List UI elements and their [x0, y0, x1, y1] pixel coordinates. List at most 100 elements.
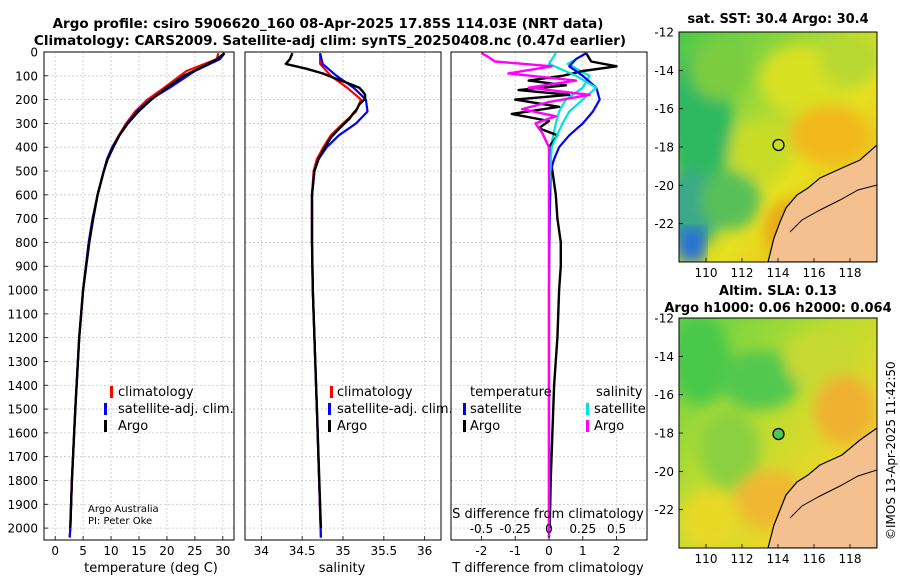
legend-swatch-satellite [328, 403, 331, 415]
series-line-argo [284, 52, 367, 529]
legend-label-climatology: climatology [337, 385, 413, 400]
x-tick-label: 25 [187, 544, 202, 558]
map-y-tick-label: -20 [654, 179, 674, 193]
y-tick-label: 1200 [7, 331, 38, 345]
legend-swatch-t-satellite [463, 403, 466, 415]
map-y-tick-label: -14 [654, 350, 674, 364]
map-x-tick-label: 118 [839, 266, 862, 280]
secondary-x-tick-label: 0 [545, 522, 553, 536]
series-group [284, 52, 369, 538]
series-line-satellite-adj-clim- [68, 52, 226, 538]
x-tick-label: 20 [159, 544, 174, 558]
secondary-x-tick-label: 0.25 [569, 522, 596, 536]
x-tick-label: 15 [131, 544, 146, 558]
map-y-tick-label: -18 [654, 141, 674, 155]
map-y-tick-label: -16 [654, 388, 674, 402]
map-x-tick-label: 112 [731, 552, 754, 566]
legend-swatch-argo [104, 420, 107, 432]
series-line-s-argo [480, 52, 591, 538]
y-tick-label: 100 [15, 69, 38, 83]
legend-swatch-s-satellite [586, 403, 589, 415]
map-x-tick-label: 116 [803, 552, 826, 566]
series-group [480, 52, 618, 538]
legend-label-t-argo: Argo [470, 419, 500, 434]
sla-map-axes: 110 112 114 116 118 -12 -14 -16 -18 -20 -22 [654, 312, 861, 567]
legend-label-argo: Argo [118, 419, 148, 434]
legend-title-salinity: salinity [596, 385, 643, 400]
legend-swatch-climatology [110, 386, 113, 398]
series-line-t-satellite-adj [547, 52, 601, 538]
x-axis-label: temperature (deg C) [84, 561, 218, 576]
map-y-tick-label: -12 [654, 26, 674, 40]
temperature-profile-panel: 0 5 10 15 20 25 300100200300400500600700800900… [7, 46, 235, 576]
y-tick-label: 1100 [7, 307, 38, 321]
sla-coastline [789, 469, 877, 519]
map-y-tick-label: -22 [654, 217, 674, 231]
y-tick-label: 400 [15, 141, 38, 155]
y-tick-label: 1600 [7, 426, 38, 440]
y-tick-label: 2000 [7, 522, 38, 536]
difference-profile-panel: -2 -1 0 1 2 T difference from climatology S di… [450, 51, 648, 576]
sla-land-mass [767, 427, 877, 548]
secondary-x-axis-label: S difference from climatology [452, 507, 644, 522]
legend-label-satellite: satellite-adj. clim. [337, 402, 453, 417]
map-x-tick-label: 114 [767, 552, 790, 566]
x-tick-label: 2 [613, 544, 621, 558]
sst-land-mass [767, 144, 877, 262]
x-tick-label: 34.5 [289, 544, 316, 558]
y-tick-label: 1500 [7, 403, 38, 417]
sst-coastline [789, 184, 877, 233]
credit-line-2: PI: Peter Oke [88, 516, 152, 527]
x-tick-label: -1 [509, 544, 521, 558]
sst-map [679, 32, 877, 262]
y-tick-label: 900 [15, 260, 38, 274]
x-tick-label: 1 [579, 544, 587, 558]
x-tick-label: 35 [335, 544, 350, 558]
sst-map-title: sat. SST: 30.4 Argo: 30.4 [687, 12, 868, 27]
x-tick-label: 35.5 [370, 544, 397, 558]
x-tick-label: 0 [545, 544, 553, 558]
salinity-legend: climatology satellite-adj. clim. Argo [328, 385, 453, 434]
y-tick-label: 300 [15, 117, 38, 131]
y-tick-label: 800 [15, 236, 38, 250]
map-y-tick-label: -12 [654, 312, 674, 326]
legend-label-argo: Argo [337, 419, 367, 434]
y-tick-label: 200 [15, 93, 38, 107]
x-tick-label: 36 [417, 544, 432, 558]
sla-map [679, 318, 877, 548]
figure-title-line-2: Climatology: CARS2009. Satellite-adj cli… [34, 33, 626, 49]
legend-swatch-satellite [104, 403, 107, 415]
sla-map-title-line-2: Argo h1000: 0.06 h2000: 0.064 [664, 301, 891, 316]
y-tick-label: 500 [15, 165, 38, 179]
y-tick-label: 1900 [7, 498, 38, 512]
credit-line-1: Argo Australia [88, 504, 159, 515]
x-tick-label: 34 [254, 544, 269, 558]
sla-map-title-line-1: Altim. SLA: 0.13 [719, 284, 837, 299]
map-y-tick-label: -20 [654, 465, 674, 479]
secondary-x-tick-label: 0.5 [607, 522, 626, 536]
y-tick-label: 700 [15, 212, 38, 226]
legend-swatch-argo [328, 420, 331, 432]
y-tick-label: 1700 [7, 450, 38, 464]
y-tick-label: 0 [30, 46, 38, 60]
map-x-tick-label: 110 [695, 266, 718, 280]
legend-swatch-t-argo [463, 420, 466, 432]
sst-cool-patch [679, 228, 705, 262]
sst-map-axes: 110 112 114 116 118 -12 -14 -16 -18 -20 -22 [654, 26, 861, 281]
salinity-profile-panel: 34 34.5 35 35.5 36 salinity [244, 51, 442, 576]
difference-legend: temperature satellite Argo salinity sate… [463, 385, 646, 434]
sst-argo-location-marker [772, 138, 785, 152]
y-tick-label: 1400 [7, 379, 38, 393]
legend-label-climatology: climatology [118, 385, 194, 400]
y-tick-label: 1300 [7, 355, 38, 369]
x-tick-label: -2 [475, 544, 487, 558]
series-line-climatology [68, 52, 220, 538]
temperature-legend: climatology satellite-adj. clim. Argo [104, 385, 234, 434]
x-axis-label: T difference from climatology [451, 561, 644, 576]
map-x-tick-label: 116 [803, 266, 826, 280]
secondary-x-tick-label: -0.5 [470, 522, 493, 536]
series-line-t-satellite [547, 52, 591, 538]
legend-label-s-satellite: satellite [594, 402, 646, 417]
legend-swatch-s-argo [586, 420, 589, 432]
